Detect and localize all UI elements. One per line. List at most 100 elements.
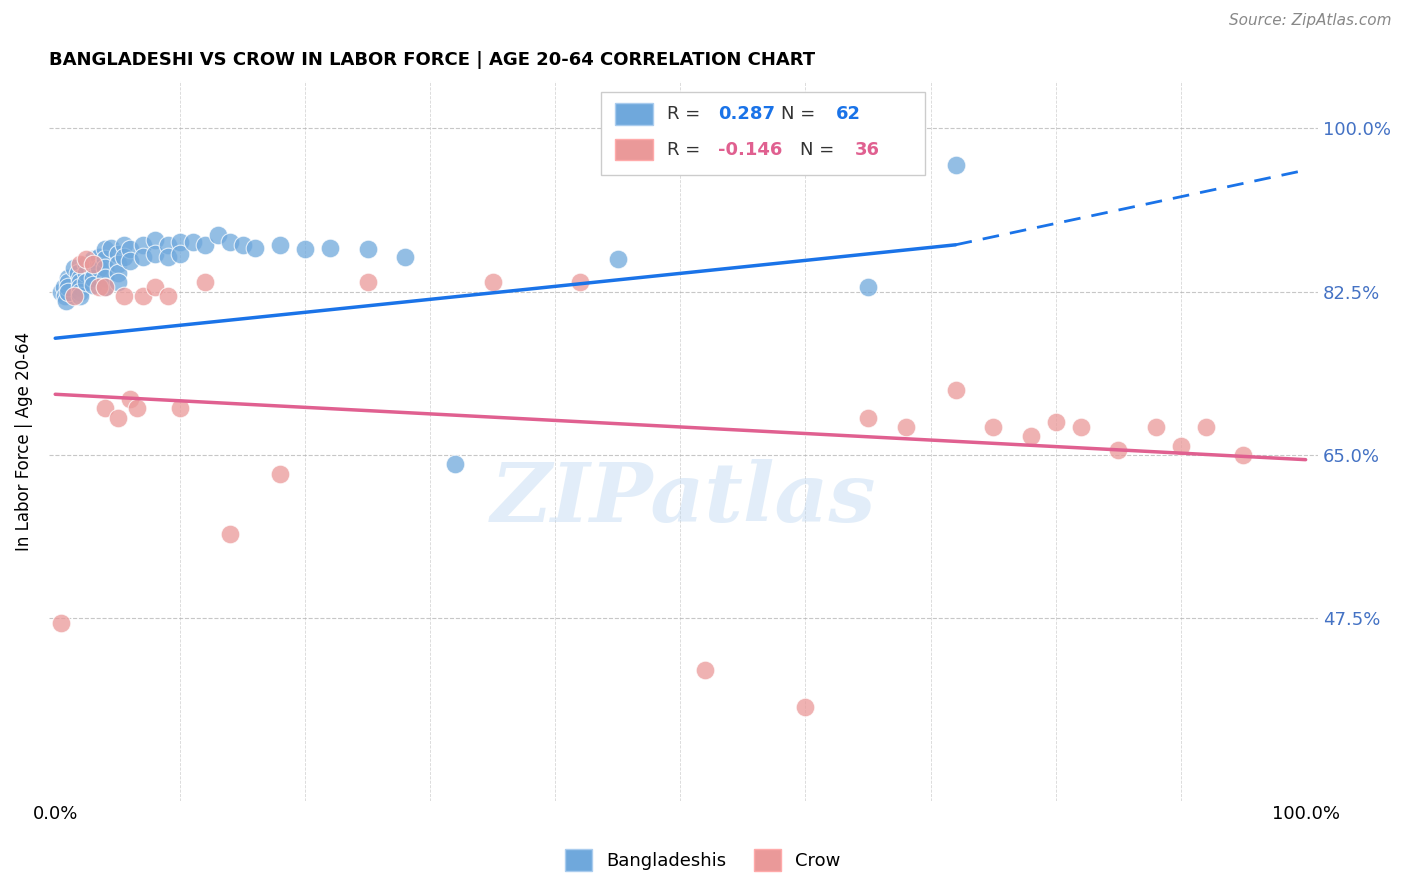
- Point: [1232, 448, 1254, 462]
- Point: [143, 280, 166, 294]
- Y-axis label: In Labor Force | Age 20-64: In Labor Force | Age 20-64: [15, 332, 32, 550]
- Point: [945, 383, 967, 397]
- Point: [120, 253, 142, 268]
- Point: [156, 289, 179, 303]
- Point: [94, 243, 117, 257]
- Point: [66, 266, 89, 280]
- Point: [219, 527, 242, 541]
- Point: [53, 280, 76, 294]
- Point: [82, 270, 104, 285]
- Point: [82, 256, 104, 270]
- Point: [181, 235, 204, 249]
- Point: [245, 241, 267, 255]
- Point: [132, 289, 155, 303]
- Point: [107, 256, 129, 270]
- Point: [100, 241, 122, 255]
- FancyBboxPatch shape: [614, 103, 654, 125]
- Text: 0.287: 0.287: [718, 104, 775, 123]
- Text: R =: R =: [666, 141, 706, 159]
- Point: [194, 237, 217, 252]
- Point: [56, 270, 79, 285]
- Text: BANGLADESHI VS CROW IN LABOR FORCE | AGE 20-64 CORRELATION CHART: BANGLADESHI VS CROW IN LABOR FORCE | AGE…: [49, 51, 815, 69]
- Point: [1019, 429, 1042, 443]
- Point: [87, 280, 110, 294]
- Point: [94, 280, 117, 294]
- Point: [120, 392, 142, 406]
- Point: [51, 616, 73, 631]
- Point: [482, 275, 505, 289]
- Point: [87, 250, 110, 264]
- Point: [143, 233, 166, 247]
- Text: ZIPatlas: ZIPatlas: [491, 458, 876, 539]
- Point: [56, 285, 79, 299]
- Point: [82, 252, 104, 266]
- Legend: Bangladeshis, Crow: Bangladeshis, Crow: [558, 842, 848, 879]
- Point: [76, 266, 98, 280]
- Point: [69, 285, 91, 299]
- Point: [169, 235, 191, 249]
- Point: [94, 261, 117, 276]
- Point: [63, 289, 86, 303]
- Point: [357, 243, 380, 257]
- Point: [94, 270, 117, 285]
- Text: N =: N =: [800, 141, 841, 159]
- Point: [69, 270, 91, 285]
- Point: [357, 275, 380, 289]
- Text: R =: R =: [666, 104, 706, 123]
- Text: -0.146: -0.146: [718, 141, 782, 159]
- Point: [294, 243, 316, 257]
- Point: [156, 237, 179, 252]
- Point: [132, 250, 155, 264]
- Point: [1107, 443, 1129, 458]
- Point: [69, 280, 91, 294]
- Point: [112, 250, 135, 264]
- Point: [56, 280, 79, 294]
- Point: [394, 250, 416, 264]
- Point: [94, 252, 117, 266]
- Point: [169, 247, 191, 261]
- Point: [55, 293, 77, 308]
- Point: [82, 256, 104, 270]
- Point: [569, 275, 592, 289]
- Point: [444, 458, 467, 472]
- Point: [856, 280, 879, 294]
- Point: [87, 261, 110, 276]
- Point: [63, 261, 86, 276]
- Point: [156, 250, 179, 264]
- Point: [194, 275, 217, 289]
- Point: [82, 277, 104, 292]
- Point: [120, 243, 142, 257]
- Point: [69, 289, 91, 303]
- Point: [1194, 420, 1216, 434]
- Point: [856, 410, 879, 425]
- Point: [269, 467, 291, 481]
- Point: [143, 247, 166, 261]
- Point: [69, 275, 91, 289]
- Point: [76, 275, 98, 289]
- Point: [1045, 415, 1067, 429]
- Point: [125, 401, 148, 416]
- Point: [53, 289, 76, 303]
- Point: [1070, 420, 1092, 434]
- Point: [695, 663, 717, 677]
- Point: [56, 275, 79, 289]
- Text: 36: 36: [855, 141, 880, 159]
- Point: [794, 700, 817, 714]
- Point: [232, 237, 254, 252]
- Point: [112, 289, 135, 303]
- Point: [945, 158, 967, 172]
- Point: [207, 228, 229, 243]
- Point: [132, 237, 155, 252]
- Point: [107, 275, 129, 289]
- Point: [894, 420, 917, 434]
- Point: [94, 280, 117, 294]
- Point: [169, 401, 191, 416]
- Point: [107, 247, 129, 261]
- Point: [76, 256, 98, 270]
- FancyBboxPatch shape: [600, 92, 925, 175]
- Point: [76, 252, 98, 266]
- Point: [1170, 439, 1192, 453]
- Point: [112, 237, 135, 252]
- Point: [82, 263, 104, 277]
- Point: [107, 266, 129, 280]
